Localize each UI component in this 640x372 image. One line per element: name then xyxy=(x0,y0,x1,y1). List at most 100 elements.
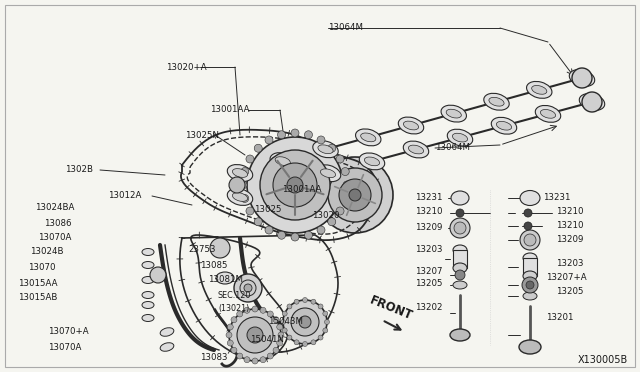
Circle shape xyxy=(299,316,311,328)
Bar xyxy=(453,250,467,268)
Text: 13025: 13025 xyxy=(254,205,282,215)
Text: 13210: 13210 xyxy=(556,221,584,230)
Circle shape xyxy=(283,300,327,344)
Ellipse shape xyxy=(227,164,253,182)
Ellipse shape xyxy=(403,121,419,130)
Circle shape xyxy=(247,137,343,233)
Circle shape xyxy=(343,181,351,189)
Ellipse shape xyxy=(523,253,537,263)
Circle shape xyxy=(328,144,336,152)
Circle shape xyxy=(150,267,166,283)
Ellipse shape xyxy=(523,292,537,300)
Ellipse shape xyxy=(216,272,234,284)
Circle shape xyxy=(265,136,273,144)
Ellipse shape xyxy=(359,153,385,170)
Ellipse shape xyxy=(361,133,376,142)
Text: 13231: 13231 xyxy=(543,193,570,202)
Circle shape xyxy=(311,340,316,345)
Circle shape xyxy=(241,167,249,176)
Text: 13025N: 13025N xyxy=(185,131,219,140)
Circle shape xyxy=(239,181,247,189)
Circle shape xyxy=(229,309,281,361)
Text: 13070: 13070 xyxy=(28,263,56,273)
Text: 13064M: 13064M xyxy=(328,23,363,32)
Circle shape xyxy=(254,218,262,226)
Ellipse shape xyxy=(142,301,154,308)
Circle shape xyxy=(526,281,534,289)
Circle shape xyxy=(341,195,349,202)
Bar xyxy=(523,258,537,276)
Text: 13024BA: 13024BA xyxy=(35,203,74,212)
Circle shape xyxy=(294,299,299,304)
Circle shape xyxy=(280,320,285,324)
Ellipse shape xyxy=(519,340,541,354)
Circle shape xyxy=(273,347,279,353)
Circle shape xyxy=(303,341,307,346)
Circle shape xyxy=(287,177,303,193)
Ellipse shape xyxy=(532,86,547,94)
Circle shape xyxy=(317,226,325,234)
Circle shape xyxy=(278,231,285,239)
Circle shape xyxy=(273,317,279,323)
Ellipse shape xyxy=(497,121,511,130)
Circle shape xyxy=(522,277,538,293)
Circle shape xyxy=(247,327,263,343)
Circle shape xyxy=(291,233,299,241)
Ellipse shape xyxy=(356,129,381,146)
Text: 13210: 13210 xyxy=(556,208,584,217)
Ellipse shape xyxy=(453,263,467,273)
Text: 13209: 13209 xyxy=(415,222,442,231)
Text: 13070A: 13070A xyxy=(48,343,81,352)
Ellipse shape xyxy=(142,262,154,269)
Ellipse shape xyxy=(446,109,461,118)
Ellipse shape xyxy=(579,94,605,110)
Ellipse shape xyxy=(276,181,292,189)
Text: 13207+A: 13207+A xyxy=(546,273,587,282)
Ellipse shape xyxy=(160,328,174,336)
Ellipse shape xyxy=(398,117,424,134)
Ellipse shape xyxy=(142,276,154,283)
Ellipse shape xyxy=(408,145,424,154)
Circle shape xyxy=(520,230,540,250)
Circle shape xyxy=(282,328,287,333)
Circle shape xyxy=(524,234,536,246)
Circle shape xyxy=(291,129,299,137)
Circle shape xyxy=(237,353,243,359)
Text: 13070+A: 13070+A xyxy=(48,327,88,337)
Circle shape xyxy=(278,332,284,338)
Circle shape xyxy=(273,163,317,207)
Circle shape xyxy=(252,306,258,312)
Circle shape xyxy=(287,304,292,309)
Text: 13205: 13205 xyxy=(556,286,584,295)
Ellipse shape xyxy=(492,117,516,134)
Circle shape xyxy=(244,357,250,363)
Ellipse shape xyxy=(520,190,540,205)
Circle shape xyxy=(450,218,470,238)
Circle shape xyxy=(341,167,349,176)
Circle shape xyxy=(456,209,464,217)
Circle shape xyxy=(268,353,273,359)
Text: 13205: 13205 xyxy=(415,279,442,288)
Circle shape xyxy=(524,222,532,230)
Text: 13203: 13203 xyxy=(556,259,584,267)
Circle shape xyxy=(276,324,283,330)
Ellipse shape xyxy=(453,281,467,289)
Circle shape xyxy=(260,150,330,220)
Ellipse shape xyxy=(142,292,154,298)
Ellipse shape xyxy=(227,189,253,205)
Circle shape xyxy=(226,332,232,338)
Ellipse shape xyxy=(275,157,291,166)
Ellipse shape xyxy=(484,93,509,110)
Circle shape xyxy=(291,308,319,336)
Text: 13210: 13210 xyxy=(415,208,442,217)
Ellipse shape xyxy=(527,81,552,98)
Ellipse shape xyxy=(450,329,470,341)
Circle shape xyxy=(246,155,254,163)
Text: 13020: 13020 xyxy=(312,211,339,219)
Circle shape xyxy=(318,335,323,340)
Circle shape xyxy=(241,195,249,202)
Circle shape xyxy=(244,307,250,313)
Ellipse shape xyxy=(232,169,248,177)
Circle shape xyxy=(349,189,361,201)
Circle shape xyxy=(317,157,393,233)
